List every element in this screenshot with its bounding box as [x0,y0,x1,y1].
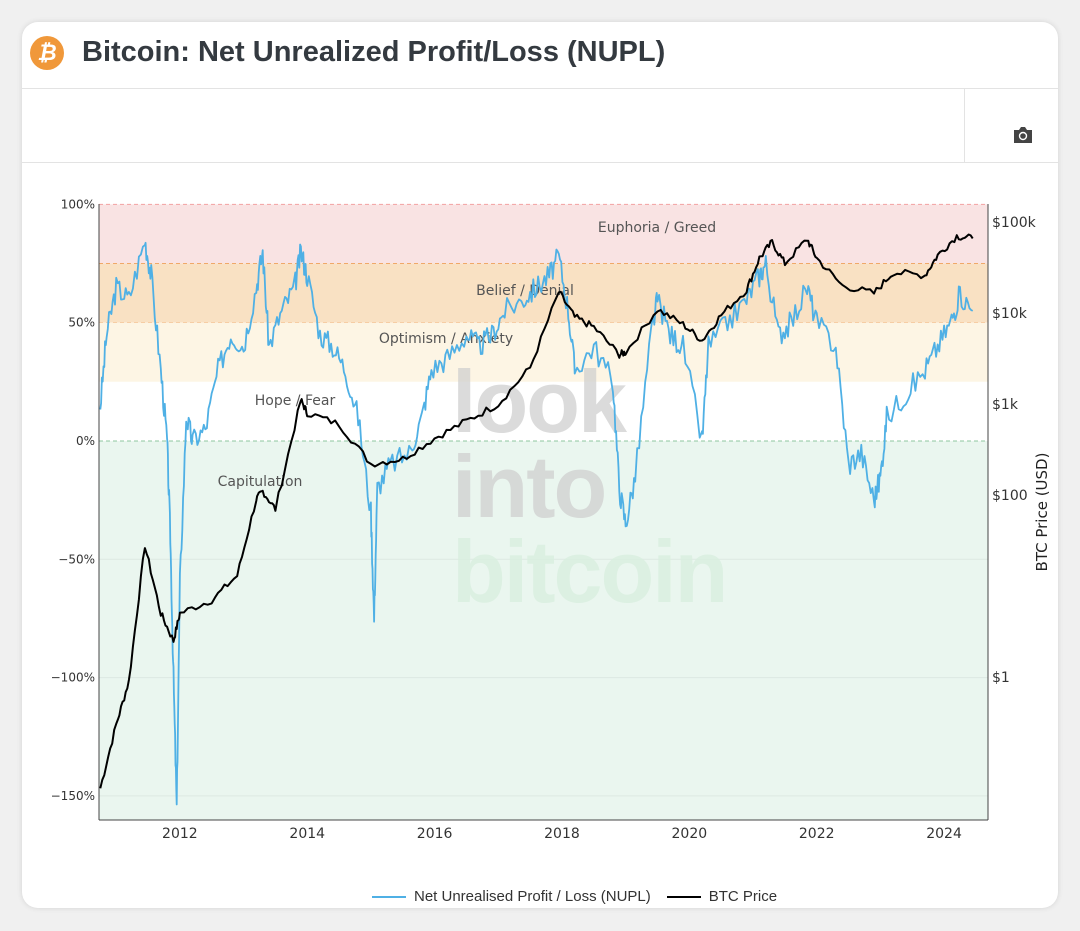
zone-label: Euphoria / Greed [598,220,716,236]
x-tick-label: 2022 [799,826,835,842]
x-tick-label: 2016 [417,826,453,842]
header: ₿ Bitcoin: Net Unrealized Profit/Loss (N… [22,22,1058,89]
page-title: Bitcoin: Net Unrealized Profit/Loss (NUP… [82,36,666,68]
zone-band [99,263,988,323]
zone-band [99,441,988,820]
y-left-tick-label: 50% [68,316,95,330]
camera-icon[interactable] [1012,126,1034,144]
y-left-tick-label: −150% [51,789,95,803]
y-right-axis-title: BTC Price (USD) [1033,453,1051,572]
legend: Net Unrealised Profit / Loss (NUPL) BTC … [372,888,777,905]
btc-price-line [99,233,974,789]
zone-label: Optimism / Anxiety [379,331,513,347]
y-right-tick-label: $100 [992,488,1028,504]
legend-item-price[interactable]: BTC Price [708,888,778,905]
x-tick-label: 2024 [926,826,962,842]
nupl-line [99,241,974,806]
legend-item-nupl[interactable]: Net Unrealised Profit / Loss (NUPL) [414,888,651,905]
y-left-tick-label: 100% [61,197,95,211]
toolbar-divider [964,89,965,162]
watermark-text: look [452,352,628,451]
x-tick-label: 2012 [162,826,198,842]
y-left-tick-label: 0% [76,434,95,448]
watermark-text: into [452,437,605,536]
x-tick-label: 2020 [672,826,708,842]
zone-band [99,204,988,264]
y-right-tick-label: $1 [992,670,1010,686]
y-right-tick-label: $1k [992,397,1019,413]
y-left-tick-label: −50% [58,552,95,566]
y-left-tick-label: −100% [51,671,95,685]
x-tick-label: 2014 [289,826,325,842]
y-right-tick-label: $100k [992,215,1037,231]
legend-swatch-nupl [372,895,406,898]
zone-label: Hope / Fear [255,393,336,409]
bitcoin-icon: ₿ [30,36,64,70]
toolbar [22,89,1058,163]
legend-swatch-price [666,895,701,898]
zone-label: Belief / Denial [476,283,574,299]
x-tick-label: 2018 [544,826,580,842]
zone-band [99,381,988,441]
y-right-tick-label: $10k [992,306,1028,322]
watermark-text: bitcoin [452,522,726,621]
zone-label: Capitulation [218,474,303,490]
